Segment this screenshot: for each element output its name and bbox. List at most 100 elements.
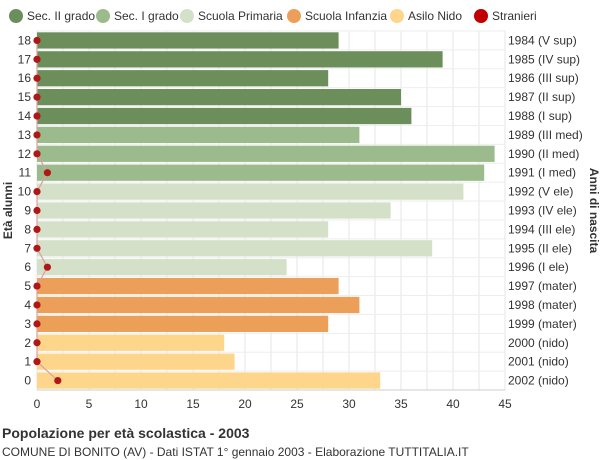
y-tick-label-birth-year: 2001 (nido)	[508, 355, 569, 369]
legend-marker	[9, 9, 23, 23]
y-tick-label-age: 2	[24, 336, 31, 350]
stranieri-point	[33, 131, 41, 139]
stranieri-point	[33, 225, 41, 233]
bar	[37, 51, 443, 68]
bar	[37, 183, 464, 200]
y-tick-label-birth-year: 1995 (II ele)	[508, 241, 572, 255]
stranieri-point	[33, 206, 41, 215]
y-tick-label-age: 16	[18, 71, 32, 85]
stranieri-point	[33, 93, 41, 101]
y-tick-label-birth-year: 1994 (III ele)	[508, 222, 575, 236]
x-tick-label: 25	[290, 397, 304, 411]
bar	[37, 145, 495, 162]
y-tick-label-age: 3	[24, 317, 31, 331]
y-tick-label-age: 8	[24, 222, 31, 236]
bar	[37, 277, 339, 295]
y-tick-label-birth-year: 2002 (nido)	[508, 374, 569, 388]
stranieri-point	[33, 112, 41, 120]
legend-label: Asilo Nido	[408, 9, 462, 23]
y-tick-label-age: 0	[24, 374, 31, 388]
legend-label: Stranieri	[492, 9, 537, 23]
legend-marker	[287, 9, 301, 23]
bar	[37, 70, 329, 87]
y-tick-label-birth-year: 1998 (mater)	[508, 298, 577, 312]
y-tick-label-age: 14	[18, 109, 32, 123]
chart-source: COMUNE DI BONITO (AV) - Dati ISTAT 1° ge…	[2, 445, 469, 459]
bar	[37, 334, 225, 351]
y-tick-label-age: 18	[18, 33, 32, 47]
y-tick-label-birth-year: 1984 (V sup)	[508, 33, 577, 47]
x-tick-label: 0	[34, 397, 41, 411]
stranieri-point	[33, 282, 41, 290]
y-tick-label-birth-year: 1986 (III sup)	[508, 71, 579, 85]
legend-label: Sec. I grado	[114, 9, 179, 23]
x-tick-label: 5	[86, 397, 93, 411]
stranieri-point	[33, 188, 41, 196]
bar	[37, 353, 235, 370]
legend-marker	[180, 9, 194, 23]
y-tick-label-birth-year: 1997 (mater)	[508, 279, 577, 293]
stranieri-point	[33, 36, 41, 45]
bar	[37, 164, 485, 181]
bar	[37, 107, 412, 125]
y-tick-label-birth-year: 1987 (II sup)	[508, 90, 575, 104]
y-tick-label-birth-year: 1993 (IV ele)	[508, 204, 577, 218]
bar	[37, 202, 391, 219]
y-tick-label-birth-year: 1999 (mater)	[508, 317, 577, 331]
stranieri-point	[33, 55, 41, 63]
stranieri-point	[33, 320, 41, 328]
y-tick-label-birth-year: 1996 (I ele)	[508, 260, 569, 274]
bar	[37, 296, 360, 314]
stranieri-point	[43, 263, 52, 271]
y-tick-label-age: 7	[24, 241, 31, 255]
y-axis-title: Età alunni	[1, 182, 15, 239]
y-tick-label-age: 10	[18, 185, 32, 199]
bar	[37, 221, 329, 238]
y-tick-label-age: 5	[24, 279, 31, 293]
x-tick-label: 45	[498, 397, 512, 411]
stranieri-point	[43, 169, 52, 177]
bar	[37, 372, 381, 389]
y-tick-label-age: 15	[18, 90, 32, 104]
stranieri-point	[54, 376, 62, 385]
legend-label: Scuola Primaria	[198, 9, 283, 23]
chart-title: Popolazione per età scolastica - 2003	[2, 425, 250, 441]
y-tick-label-age: 12	[18, 147, 32, 161]
y-tick-label-birth-year: 1985 (IV sup)	[508, 52, 580, 66]
y-tick-label-age: 4	[24, 298, 31, 312]
y-tick-label-birth-year: 2000 (nido)	[508, 336, 569, 350]
stranieri-point	[33, 244, 41, 252]
bar	[37, 32, 339, 49]
y-tick-label-age: 6	[24, 260, 31, 274]
y-tick-label-birth-year: 1991 (I med)	[508, 166, 576, 180]
legend-marker	[474, 9, 488, 23]
y-tick-label-age: 13	[18, 128, 32, 142]
stranieri-point	[33, 301, 41, 309]
y-tick-label-birth-year: 1988 (I sup)	[508, 109, 572, 123]
x-tick-label: 35	[394, 397, 408, 411]
bar	[37, 126, 360, 144]
bar	[37, 259, 287, 276]
stranieri-point	[33, 74, 41, 82]
chart: 18 1984 (V sup)17 1985 (IV sup)16 1986 (III…	[1, 9, 600, 411]
y-tick-label-age: 1	[24, 355, 31, 369]
x-tick-label: 15	[186, 397, 200, 411]
stranieri-point	[33, 150, 41, 158]
legend-marker	[96, 9, 110, 23]
y-tick-label-age: 17	[18, 52, 32, 66]
y-axis-title-right: Anni di nascita	[587, 168, 600, 254]
stranieri-point	[33, 358, 41, 366]
bar	[37, 240, 433, 257]
legend-label: Scuola Infanzia	[305, 9, 387, 23]
x-tick-label: 40	[446, 397, 460, 411]
y-tick-label-birth-year: 1990 (II med)	[508, 147, 579, 161]
bar	[37, 89, 401, 106]
stranieri-point	[33, 339, 41, 347]
x-tick-label: 30	[342, 397, 356, 411]
y-tick-label-age: 9	[24, 204, 31, 218]
bar	[37, 315, 329, 332]
y-tick-label-birth-year: 1989 (III med)	[508, 128, 583, 142]
x-tick-label: 10	[134, 397, 148, 411]
legend-label: Sec. II grado	[27, 9, 95, 23]
y-tick-label-age: 11	[19, 166, 32, 180]
